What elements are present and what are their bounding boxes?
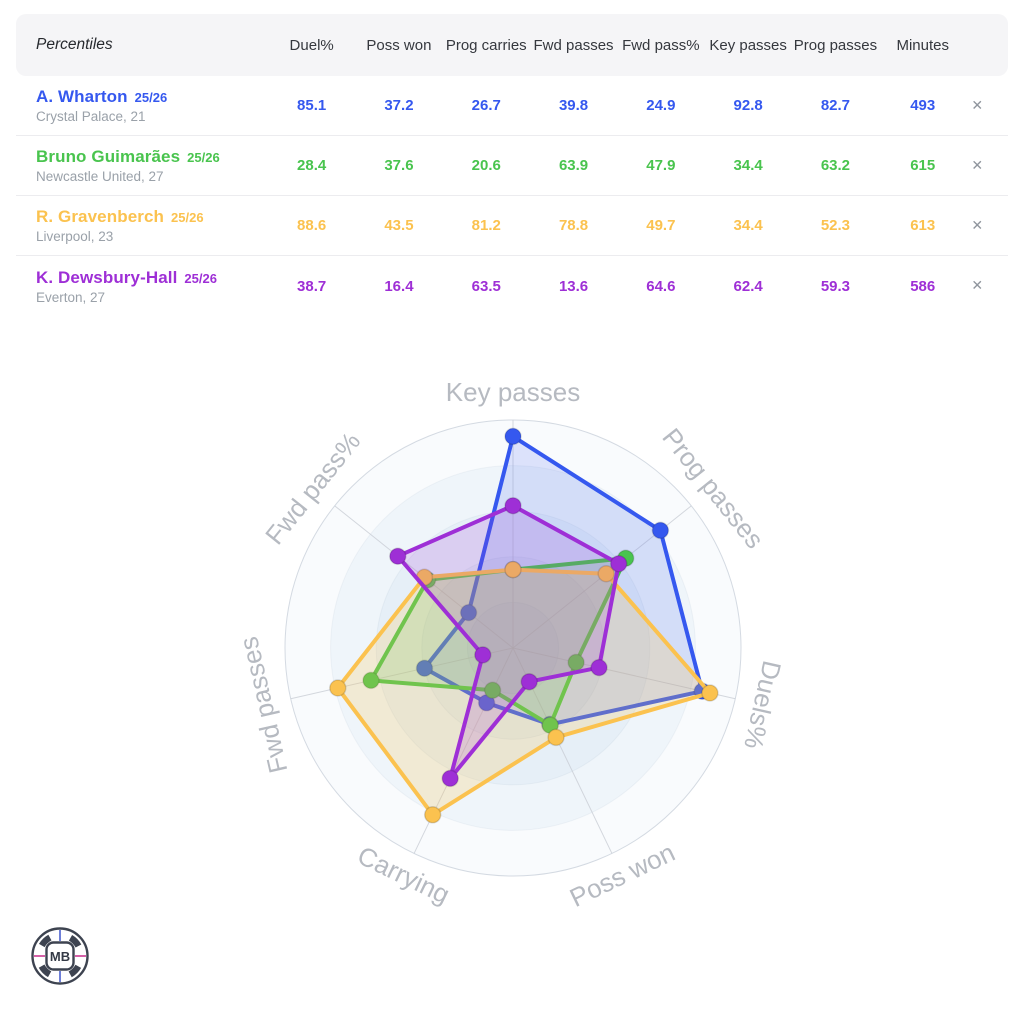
player-name-cell[interactable]: Bruno Guimarães 25/26 Newcastle United, 27 [16, 147, 268, 184]
column-header: Poss won [366, 36, 432, 54]
stat-value: 34.4 [733, 217, 763, 234]
column-header: Key passes [709, 36, 787, 54]
radar-series-polygon [335, 567, 712, 817]
radar-data-point [597, 564, 615, 583]
table-row: Bruno Guimarães 25/26 Newcastle United, 27… [16, 136, 1008, 196]
stat-value: 78.8 [558, 217, 589, 234]
stat-value: 49.7 [646, 217, 676, 234]
radar-data-point [504, 560, 522, 579]
table-title: Percentiles [36, 36, 113, 53]
stat-value: 38.7 [297, 277, 327, 295]
radar-data-point [329, 679, 347, 697]
stat-value: 63.5 [471, 277, 501, 295]
player-club-age: Crystal Palace, 21 [36, 109, 146, 124]
radar-series-polygon [395, 503, 621, 781]
column-header: Prog carries [445, 36, 527, 54]
radar-data-point [547, 728, 565, 747]
stat-value: 39.8 [558, 97, 589, 114]
radar-data-point [423, 806, 442, 824]
player-season: 25/26 [171, 210, 204, 225]
player-name: A. Wharton [36, 87, 128, 106]
stat-value: 81.2 [471, 217, 501, 234]
percentiles-table: Percentiles Duel% Poss won Prog carries Fwd… [16, 14, 1008, 316]
mb-logo: MB [30, 926, 90, 986]
stat-value: 37.2 [384, 97, 414, 114]
player-name-cell[interactable]: A. Wharton 25/26 Crystal Palace, 21 [16, 87, 268, 124]
player-club-age: Newcastle United, 27 [36, 169, 164, 184]
table-body: A. Wharton 25/26 Crystal Palace, 21 85.1 37.… [16, 76, 1008, 316]
stat-value: 63.2 [820, 157, 851, 174]
stat-value: 493 [910, 97, 936, 114]
stat-value: 47.9 [646, 157, 676, 174]
stat-value: 92.8 [733, 97, 763, 114]
radar-data-point [504, 496, 522, 515]
radar-data-point [459, 603, 478, 622]
stat-value: 586 [910, 277, 936, 295]
table-row: A. Wharton 25/26 Crystal Palace, 21 85.1 37.… [16, 76, 1008, 136]
radar-data-point [415, 659, 434, 677]
logo-text: MB [50, 949, 70, 964]
stat-value: 615 [910, 157, 936, 174]
player-name-cell[interactable]: K. Dewsbury-Hall 25/26 Everton, 27 [16, 268, 268, 305]
column-header: Prog passes [793, 36, 878, 54]
player-name: K. Dewsbury-Hall [36, 267, 178, 287]
table-header: Percentiles Duel% Poss won Prog carries Fwd… [16, 14, 1008, 76]
radar-data-point [441, 769, 459, 788]
player-season: 25/26 [184, 270, 217, 286]
logo-badge [45, 941, 75, 971]
stat-value: 613 [910, 217, 936, 234]
table-row: K. Dewsbury-Hall 25/26 Everton, 27 38.7 16.4… [16, 256, 1008, 316]
player-name: R. Gravenberch [36, 207, 165, 226]
stat-value: 62.4 [733, 277, 763, 295]
stat-value: 13.6 [558, 277, 589, 295]
radar-axis-label: Fwd passes [233, 634, 293, 776]
radar-data-point [590, 658, 608, 677]
player-name: Bruno Guimarães [36, 147, 181, 166]
mb-logo-graphic: MB [31, 927, 89, 985]
radar-axis-label: Key passes [446, 377, 580, 407]
radar-series-polygon [422, 434, 705, 727]
stat-value: 82.7 [820, 97, 851, 114]
remove-player-button[interactable]: ✕ [971, 216, 984, 233]
stat-value: 16.4 [384, 277, 414, 295]
column-header: Duel% [289, 36, 334, 54]
radar-data-point [609, 554, 628, 573]
remove-player-button[interactable]: ✕ [971, 277, 984, 293]
player-season: 25/26 [187, 150, 220, 165]
stat-value: 64.6 [646, 277, 676, 295]
stat-value: 26.7 [471, 97, 501, 114]
stat-value: 37.6 [384, 157, 414, 174]
radar-data-point [520, 672, 538, 691]
stat-value: 88.6 [297, 217, 327, 234]
player-club-age: Liverpool, 23 [36, 229, 114, 244]
table-row: R. Gravenberch 25/26 Liverpool, 23 88.6 43.5… [16, 196, 1008, 256]
stat-value: 20.6 [471, 157, 501, 174]
stat-value: 24.9 [646, 97, 676, 114]
remove-player-button[interactable]: ✕ [971, 156, 984, 173]
radar-data-point [701, 684, 719, 702]
remove-player-button[interactable]: ✕ [971, 96, 984, 113]
player-name-cell[interactable]: R. Gravenberch 25/26 Liverpool, 23 [16, 207, 268, 244]
stat-value: 52.3 [820, 217, 851, 234]
radar-data-point [651, 521, 670, 540]
stat-value: 28.4 [297, 157, 327, 174]
player-season: 25/26 [134, 90, 168, 105]
radar-data-point [362, 671, 380, 690]
radar-data-point [483, 681, 502, 700]
column-header: Fwd passes [533, 36, 614, 54]
stat-value: 59.3 [820, 277, 851, 295]
stat-value: 43.5 [384, 217, 414, 234]
stat-value: 63.9 [558, 157, 589, 174]
radar-data-point [474, 646, 492, 664]
player-club-age: Everton, 27 [36, 289, 106, 305]
stat-value: 85.1 [297, 97, 327, 114]
radar-data-point [504, 427, 522, 446]
radar-axis-label: Duels% [738, 658, 787, 752]
column-header: Fwd pass% [622, 36, 700, 54]
radar-data-point [389, 547, 407, 565]
stat-value: 34.4 [733, 157, 763, 174]
column-header: Minutes [896, 36, 949, 54]
